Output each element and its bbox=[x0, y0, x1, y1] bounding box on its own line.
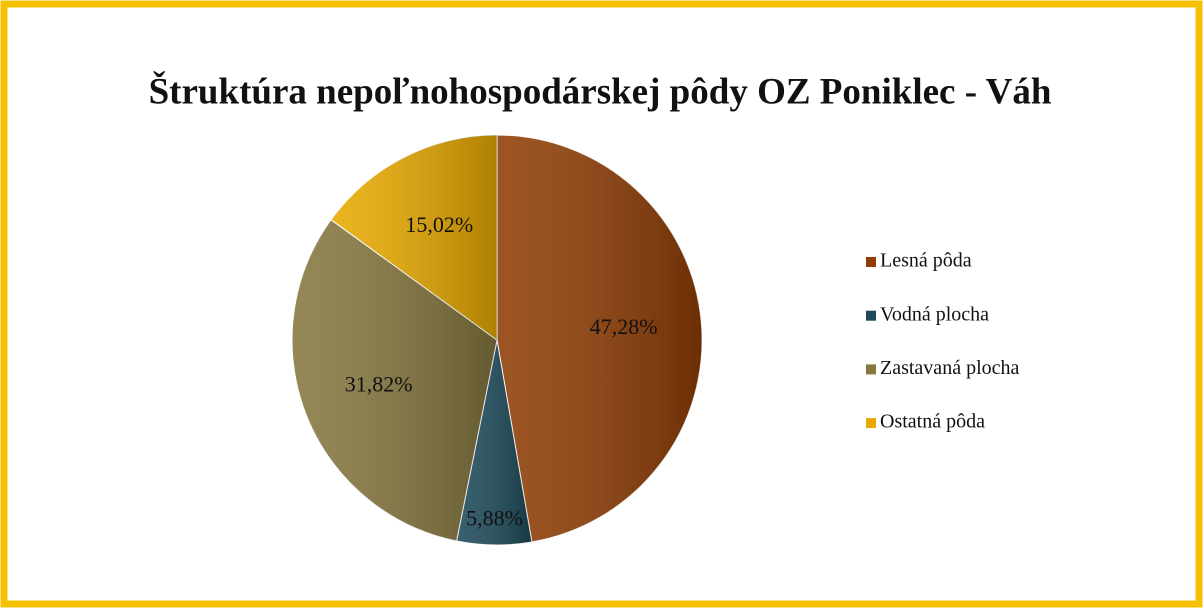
data-label: 15,02% bbox=[405, 212, 473, 237]
legend-label: Lesná pôda bbox=[880, 250, 972, 272]
data-label: 47,28% bbox=[590, 314, 658, 339]
legend-label: Ostatná pôda bbox=[880, 411, 985, 433]
pie: 47,28% 5,88% 31,82% 15,02% bbox=[291, 134, 703, 546]
chart-title: Štruktúra nepoľnohospodárskej pôdy OZ Po… bbox=[149, 69, 1052, 112]
legend-swatch bbox=[866, 364, 876, 375]
legend-label: Zastavaná plocha bbox=[880, 357, 1019, 379]
legend-swatch bbox=[866, 257, 876, 267]
legend: Lesná pôda Vodná plocha Zastavaná plocha Os… bbox=[866, 250, 1019, 433]
legend-swatch bbox=[866, 310, 876, 321]
legend-label: Vodná plocha bbox=[880, 303, 989, 325]
data-label: 5,88% bbox=[466, 505, 523, 530]
data-label: 31,82% bbox=[345, 371, 413, 396]
legend-swatch bbox=[866, 418, 876, 429]
